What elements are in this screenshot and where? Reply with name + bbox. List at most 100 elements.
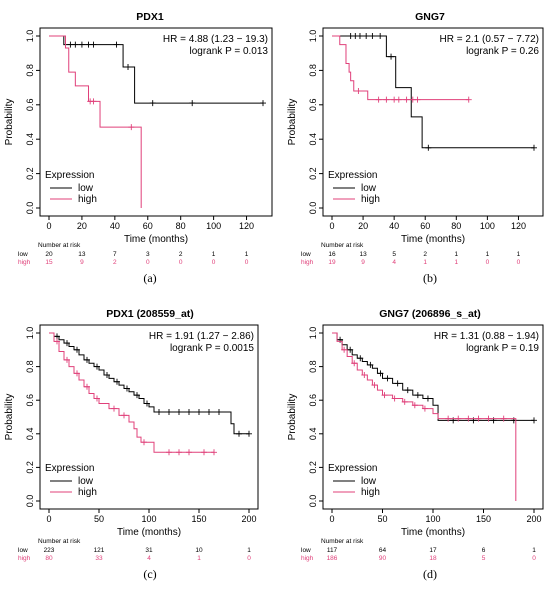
censor-mark-low xyxy=(357,355,364,362)
risk-row-label-low: low xyxy=(301,251,311,258)
censor-mark-low xyxy=(260,100,266,107)
x-tick-label: 50 xyxy=(377,514,387,524)
panel-caption: (d) xyxy=(423,567,437,581)
risk-count-low: 1 xyxy=(454,251,458,258)
y-axis-label: Probability xyxy=(287,394,298,441)
x-tick-label: 0 xyxy=(46,221,51,231)
risk-count-low: 64 xyxy=(379,547,387,554)
y-tick-label: 0.2 xyxy=(25,167,35,180)
legend-title: Expression xyxy=(328,170,377,181)
legend-label-low: low xyxy=(361,476,377,487)
risk-count-low: 2 xyxy=(423,251,427,258)
censor-mark-high xyxy=(54,338,60,345)
y-tick-label: 1.0 xyxy=(308,327,318,340)
censor-mark-high xyxy=(391,395,398,402)
plot-frame xyxy=(322,27,544,217)
legend-title: Expression xyxy=(45,170,94,181)
censor-mark-low xyxy=(424,395,431,402)
y-tick-label: 0.4 xyxy=(308,428,318,441)
censor-mark-low xyxy=(394,380,401,387)
risk-count-low: 1 xyxy=(212,251,216,258)
risk-row-label-high: high xyxy=(301,259,314,266)
logrank-text: logrank P = 0.26 xyxy=(466,46,539,57)
legend-label-high: high xyxy=(361,194,380,205)
legend-label-low: low xyxy=(361,183,377,194)
risk-count-high: 0 xyxy=(532,555,536,562)
risk-count-high: 4 xyxy=(392,259,396,266)
risk-count-low: 20 xyxy=(45,251,53,258)
censor-mark-high xyxy=(166,449,172,456)
censor-mark-low xyxy=(531,144,537,151)
censor-mark-low xyxy=(246,430,252,437)
y-tick-label: 0.4 xyxy=(25,428,35,441)
risk-count-low: 16 xyxy=(328,251,336,258)
y-axis-label: Probability xyxy=(4,394,15,441)
y-tick-label: 0.8 xyxy=(25,64,35,77)
km-panel-3: PDX1 (208559_at) 0.0 0.2 0.4 0.6 0.8 1.0 Probab… xyxy=(4,308,259,581)
legend-label-high: high xyxy=(78,194,97,205)
risk-count-high: 33 xyxy=(95,555,103,562)
censor-mark-high xyxy=(465,415,472,422)
y-axis: 0.0 0.2 0.4 0.6 0.8 1.0 Probability xyxy=(4,30,40,215)
censor-mark-low xyxy=(134,392,140,399)
y-tick-label: 1.0 xyxy=(25,327,35,340)
risk-count-low: 5 xyxy=(392,251,396,258)
censor-mark-high xyxy=(421,405,428,412)
x-tick-label: 40 xyxy=(389,221,399,231)
censor-mark-low xyxy=(384,375,391,382)
x-tick-label: 0 xyxy=(46,514,51,524)
y-tick-label: 1.0 xyxy=(25,30,35,43)
censor-mark-high xyxy=(465,96,472,103)
censor-mark-low xyxy=(74,346,80,353)
risk-row-label-low: low xyxy=(301,547,311,554)
panel-caption: (b) xyxy=(423,271,437,285)
censor-mark-low xyxy=(356,33,363,39)
risk-count-high: 186 xyxy=(327,555,338,562)
x-tick-label: 200 xyxy=(241,514,256,524)
censor-mark-high xyxy=(500,415,507,422)
censor-mark-high xyxy=(361,372,368,378)
y-tick-label: 0.6 xyxy=(308,99,318,112)
censor-mark-low xyxy=(166,408,172,415)
censor-mark-low xyxy=(189,100,196,107)
y-tick-label: 0.0 xyxy=(25,202,35,215)
censor-mark-high xyxy=(94,395,100,402)
censor-mark-high xyxy=(84,383,90,390)
x-tick-label: 50 xyxy=(94,514,104,524)
censor-mark-high xyxy=(401,398,408,405)
censor-mark-low xyxy=(90,41,97,48)
censor-mark-low xyxy=(367,361,374,368)
risk-count-high: 18 xyxy=(429,555,437,562)
legend-label-low: low xyxy=(78,183,94,194)
panel-title: PDX1 (208559_at) xyxy=(106,308,194,320)
y-tick-label: 0.4 xyxy=(25,133,35,146)
x-tick-label: 20 xyxy=(77,221,87,231)
censor-mark-high xyxy=(455,415,462,422)
censor-mark-high xyxy=(176,449,182,456)
censor-mark-high xyxy=(90,98,97,105)
y-tick-label: 0.0 xyxy=(308,202,318,215)
censor-mark-high xyxy=(375,96,382,103)
panel-title: GNG7 (206896_s_at) xyxy=(379,308,481,320)
y-tick-label: 0.6 xyxy=(25,394,35,407)
panel-title: PDX1 xyxy=(136,11,164,23)
x-tick-label: 60 xyxy=(420,221,430,231)
censor-mark-low xyxy=(149,100,156,107)
risk-count-high: 19 xyxy=(328,259,336,266)
x-tick-label: 120 xyxy=(511,221,526,231)
y-tick-label: 0.2 xyxy=(25,461,35,474)
censor-mark-high xyxy=(141,439,147,446)
censor-mark-high xyxy=(201,449,207,456)
censor-mark-high xyxy=(371,382,378,389)
risk-count-high: 0 xyxy=(212,259,216,266)
risk-count-low: 6 xyxy=(482,547,486,554)
censor-mark-high xyxy=(111,405,117,412)
x-tick-label: 0 xyxy=(329,221,334,231)
y-tick-label: 0.8 xyxy=(25,360,35,373)
risk-count-low: 17 xyxy=(429,547,437,554)
x-tick-label: 0 xyxy=(329,514,334,524)
